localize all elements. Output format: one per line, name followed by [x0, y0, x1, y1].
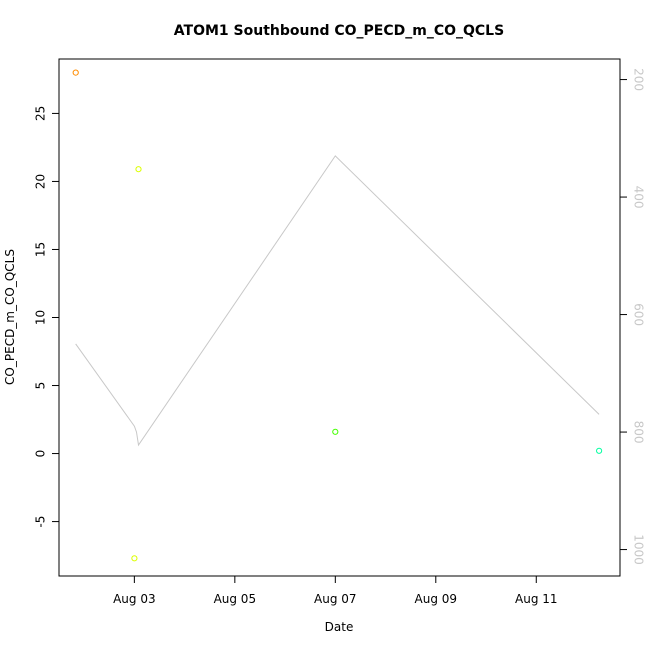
x-tick-label: Aug 11 — [515, 592, 558, 606]
right-tick-label: 200 — [632, 68, 646, 91]
data-point — [596, 447, 603, 454]
y-tick-label: 10 — [34, 310, 48, 325]
y-tick-label: 5 — [34, 382, 48, 390]
y-tick-label: -5 — [34, 516, 48, 528]
x-axis-label: Date — [325, 620, 354, 634]
y-axis-label: CO_PECD_m_CO_QCLS — [3, 249, 17, 385]
y-tick-label: 0 — [34, 450, 48, 458]
line-series-0 — [75, 155, 600, 447]
right-tick-label: 400 — [632, 186, 646, 209]
right-tick-label: 1000 — [632, 534, 646, 565]
data-point — [72, 69, 79, 76]
x-tick-label: Aug 09 — [415, 592, 458, 606]
y-tick-label: 20 — [34, 174, 48, 189]
right-tick-label: 800 — [632, 421, 646, 444]
x-tick-label: Aug 03 — [113, 592, 156, 606]
y-axis: -5 0 5 10 15 20 25 — [34, 106, 60, 528]
y-tick-label: 15 — [34, 242, 48, 257]
y-tick-label: 25 — [34, 106, 48, 121]
data-point — [135, 166, 142, 173]
plot-frame — [58, 58, 621, 577]
x-axis: Aug 03 Aug 05 Aug 07 Aug 09 Aug 11 — [113, 575, 558, 606]
data-point — [131, 555, 138, 562]
line-series-layer — [75, 155, 600, 447]
data-point — [332, 428, 339, 435]
point-series-layer — [72, 69, 603, 562]
x-tick-label: Aug 05 — [214, 592, 257, 606]
right-axis: 200 400 600 800 1000 — [619, 68, 646, 565]
x-tick-label: Aug 07 — [314, 592, 357, 606]
chart-title: ATOM1 Southbound CO_PECD_m_CO_QCLS — [174, 23, 504, 39]
right-tick-label: 600 — [632, 303, 646, 326]
